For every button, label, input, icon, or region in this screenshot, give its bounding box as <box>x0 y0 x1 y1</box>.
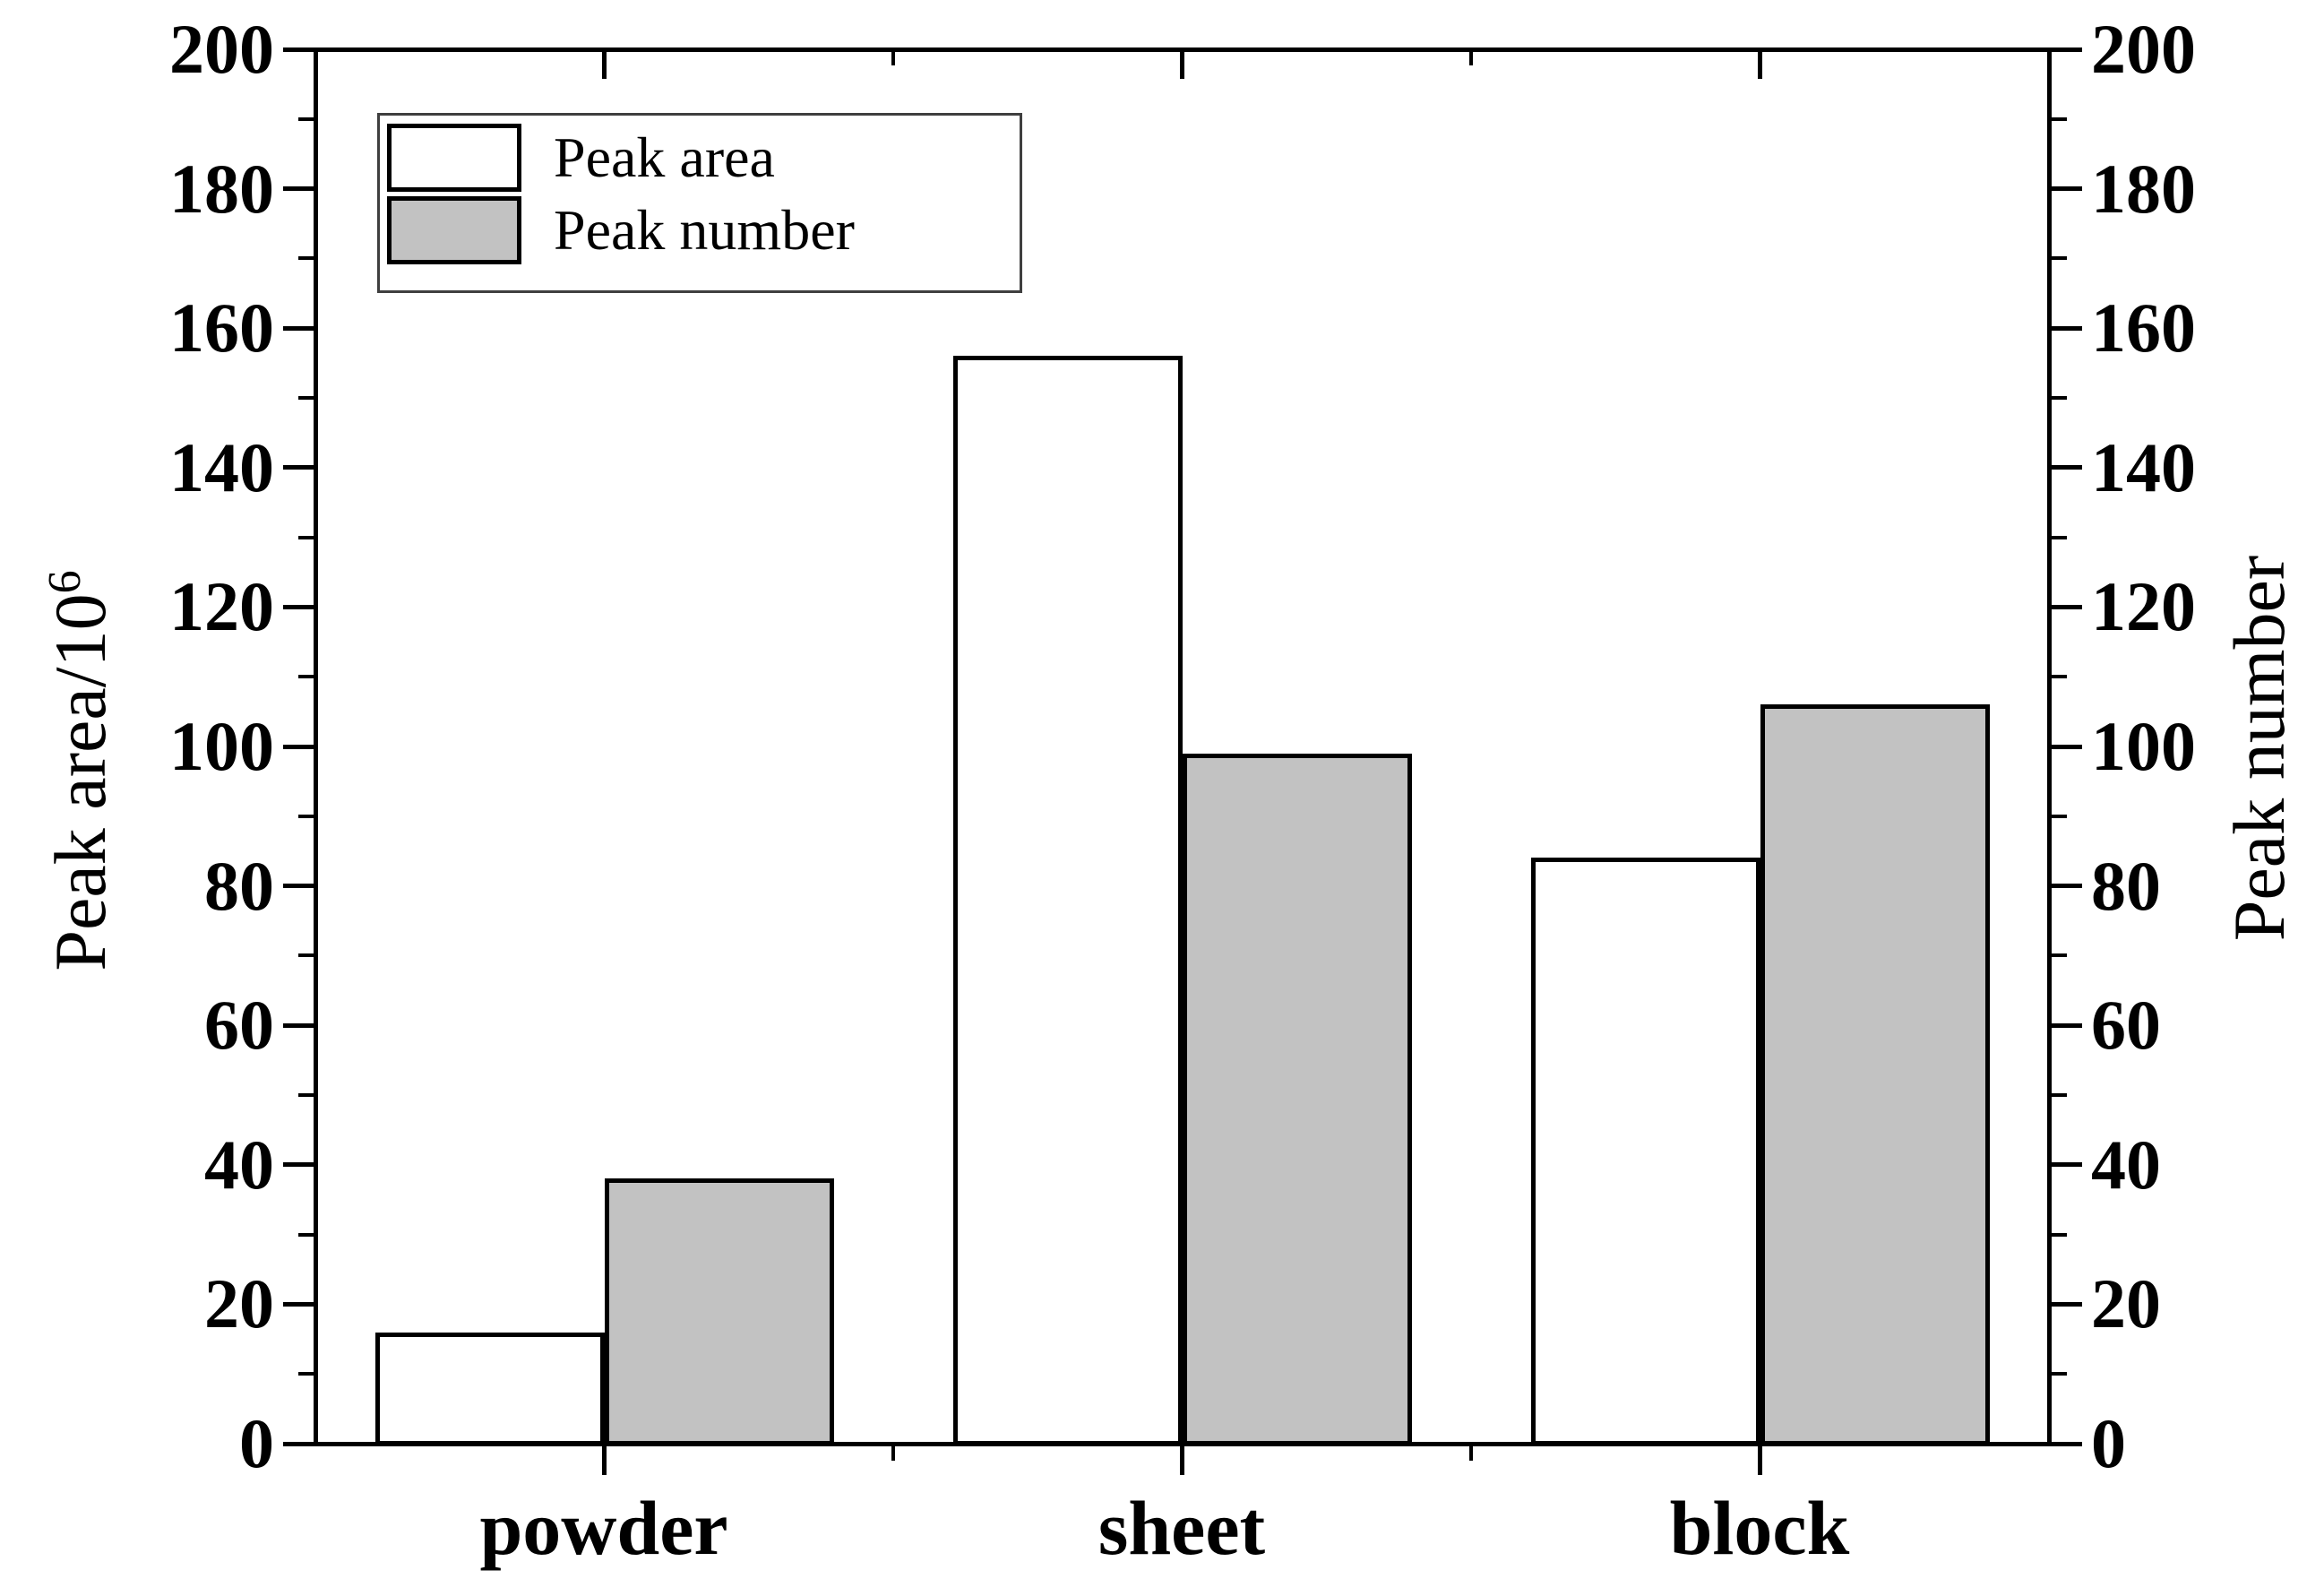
bar-peak-number-powder <box>604 1178 834 1446</box>
x-axis-major-tick-top <box>602 51 607 79</box>
y-axis-tick-label-right: 20 <box>2091 1264 2161 1343</box>
y-axis-minor-tick <box>297 116 314 121</box>
y-axis-tick-label-right: 40 <box>2091 1125 2161 1203</box>
y-axis-minor-tick <box>297 1372 314 1376</box>
y-axis-right <box>2046 47 2052 1446</box>
y-axis-tick-label-left: 160 <box>169 289 274 367</box>
y-axis-minor-tick-right <box>2051 953 2067 958</box>
y-axis-tick-label-right: 80 <box>2091 846 2161 925</box>
y-axis-major-tick <box>282 884 314 889</box>
y-axis-major-tick-right <box>2051 47 2082 52</box>
legend-label-peak-number: Peak number <box>554 198 855 262</box>
y-axis-minor-tick <box>297 396 314 400</box>
y-axis-tick-label-left: 200 <box>169 10 274 88</box>
y-axis-minor-tick-right <box>2051 1093 2067 1097</box>
y-axis-major-tick <box>282 744 314 749</box>
y-axis-minor-tick-right <box>2051 116 2067 121</box>
y-axis-tick-label-right: 180 <box>2091 149 2196 228</box>
left-axis-title-text: Peak area/10 <box>39 593 122 971</box>
legend-swatch-peak-area <box>387 124 521 192</box>
x-axis-bottom <box>313 1441 2052 1446</box>
bar-peak-area-block <box>1530 858 1760 1446</box>
y-axis-left <box>313 47 318 1446</box>
y-axis-tick-label-left: 20 <box>204 1264 274 1343</box>
y-axis-minor-tick <box>297 535 314 539</box>
right-axis-title: Peak number <box>2217 556 2302 941</box>
y-axis-major-tick <box>282 604 314 609</box>
y-axis-major-tick <box>282 1301 314 1307</box>
left-axis-title: Peak area/106 <box>39 570 123 971</box>
legend: Peak area Peak number <box>377 113 1022 293</box>
y-axis-tick-label-left: 0 <box>239 1404 274 1482</box>
y-axis-major-tick-right <box>2051 465 2082 470</box>
y-axis-minor-tick-right <box>2051 1372 2067 1376</box>
y-axis-major-tick <box>282 325 314 331</box>
x-axis-minor-tick-top <box>1469 51 1473 65</box>
x-axis-major-tick-top <box>1180 51 1184 79</box>
y-axis-major-tick <box>282 1022 314 1028</box>
y-axis-tick-label-right: 200 <box>2091 10 2196 88</box>
y-axis-tick-label-left: 80 <box>204 846 274 925</box>
y-axis-minor-tick-right <box>2051 396 2067 400</box>
x-category-label-block: block <box>1669 1485 1850 1571</box>
y-axis-minor-tick <box>297 1232 314 1237</box>
y-axis-major-tick <box>282 1441 314 1446</box>
y-axis-major-tick-right <box>2051 884 2082 889</box>
y-axis-major-tick <box>282 1162 314 1168</box>
y-axis-minor-tick-right <box>2051 814 2067 818</box>
y-axis-tick-label-left: 100 <box>169 707 274 785</box>
y-axis-major-tick-right <box>2051 1162 2082 1168</box>
y-axis-major-tick <box>282 47 314 52</box>
x-axis-minor-tick-bottom <box>1469 1445 1473 1461</box>
y-axis-tick-label-left: 120 <box>169 567 274 646</box>
x-axis-minor-tick-bottom <box>891 1445 895 1461</box>
y-axis-major-tick-right <box>2051 744 2082 749</box>
x-category-label-sheet: sheet <box>1097 1485 1266 1571</box>
y-axis-tick-label-right: 60 <box>2091 986 2161 1065</box>
y-axis-tick-label-left: 60 <box>204 986 274 1065</box>
x-axis-major-tick-bottom <box>1180 1445 1184 1475</box>
y-axis-major-tick-right <box>2051 1022 2082 1028</box>
y-axis-minor-tick-right <box>2051 1232 2067 1237</box>
y-axis-minor-tick <box>297 256 314 261</box>
legend-swatch-peak-number <box>387 196 521 264</box>
y-axis-tick-label-right: 100 <box>2091 707 2196 785</box>
x-axis-major-tick-top <box>1758 51 1762 79</box>
y-axis-major-tick-right <box>2051 186 2082 192</box>
y-axis-minor-tick-right <box>2051 256 2067 261</box>
y-axis-minor-tick <box>297 1093 314 1097</box>
y-axis-minor-tick-right <box>2051 535 2067 539</box>
x-axis-top <box>313 47 2052 52</box>
bar-peak-number-block <box>1760 704 1990 1446</box>
y-axis-major-tick-right <box>2051 325 2082 331</box>
left-axis-title-superscript: 6 <box>39 570 90 594</box>
y-axis-major-tick-right <box>2051 1301 2082 1307</box>
x-axis-major-tick-bottom <box>602 1445 607 1475</box>
x-axis-major-tick-bottom <box>1758 1445 1762 1475</box>
y-axis-tick-label-right: 120 <box>2091 567 2196 646</box>
y-axis-tick-label-right: 0 <box>2091 1404 2126 1482</box>
y-axis-tick-label-right: 140 <box>2091 427 2196 506</box>
y-axis-minor-tick-right <box>2051 675 2067 679</box>
y-axis-tick-label-right: 160 <box>2091 289 2196 367</box>
y-axis-major-tick-right <box>2051 604 2082 609</box>
y-axis-tick-label-left: 40 <box>204 1125 274 1203</box>
x-axis-minor-tick-top <box>891 51 895 65</box>
y-axis-major-tick <box>282 186 314 192</box>
x-category-label-powder: powder <box>479 1485 728 1571</box>
y-axis-tick-label-left: 140 <box>169 427 274 506</box>
y-axis-minor-tick <box>297 814 314 818</box>
y-axis-minor-tick <box>297 953 314 958</box>
right-axis-title-text: Peak number <box>2218 555 2300 942</box>
legend-label-peak-area: Peak area <box>554 125 775 189</box>
y-axis-major-tick-right <box>2051 1441 2082 1446</box>
bar-peak-area-sheet <box>952 356 1183 1446</box>
bar-peak-number-sheet <box>1182 753 1412 1446</box>
y-axis-tick-label-left: 180 <box>169 149 274 228</box>
y-axis-minor-tick <box>297 675 314 679</box>
bar-peak-area-powder <box>374 1332 605 1446</box>
y-axis-major-tick <box>282 465 314 470</box>
